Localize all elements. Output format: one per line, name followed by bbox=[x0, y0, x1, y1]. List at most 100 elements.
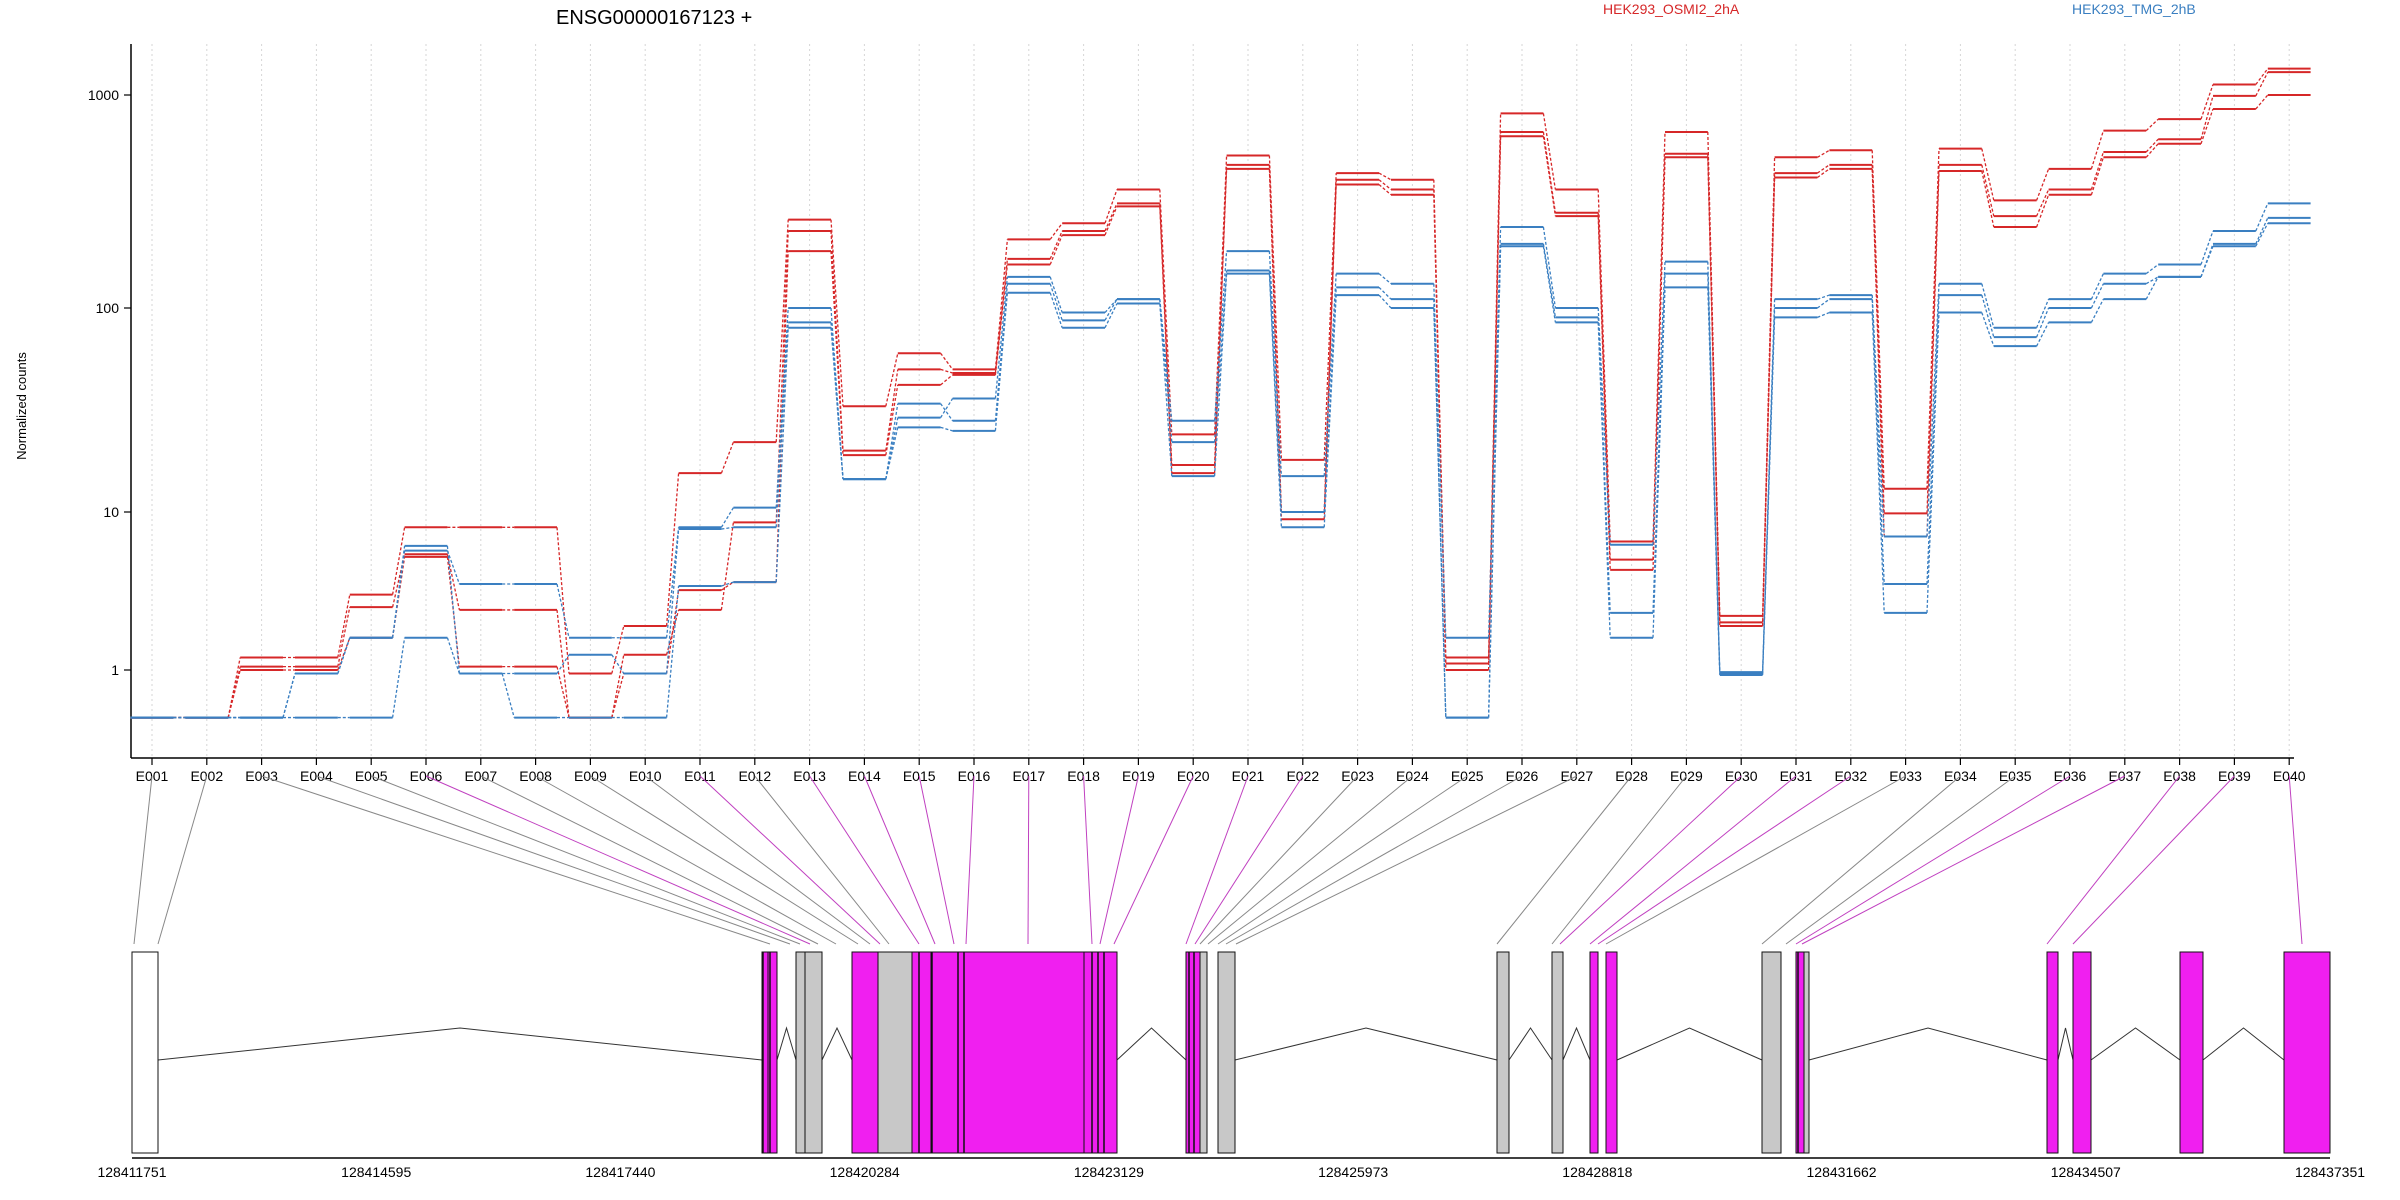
series-0-risers bbox=[173, 68, 2269, 719]
coordinate-label: 128414595 bbox=[341, 1164, 411, 1180]
exon-block bbox=[1605, 951, 1618, 1154]
x-tick-label: E025 bbox=[1451, 768, 1484, 784]
x-tick-label: E016 bbox=[958, 768, 991, 784]
exon-block bbox=[1199, 951, 1208, 1154]
exon-connector bbox=[644, 775, 871, 945]
x-tick-label: E022 bbox=[1286, 768, 1319, 784]
exon-block bbox=[1795, 951, 1805, 1154]
exon-connector bbox=[480, 775, 819, 945]
exon-block bbox=[1496, 951, 1510, 1154]
coordinate-label: 128417440 bbox=[585, 1164, 655, 1180]
coordinate-label: 128431662 bbox=[1807, 1164, 1877, 1180]
gridlines bbox=[151, 44, 2290, 758]
intron bbox=[1508, 1027, 1553, 1061]
series-0 bbox=[130, 67, 2311, 719]
gene-model: 128411751 128414595 128417440 128420284 1284… bbox=[97, 951, 2365, 1180]
exon-connector bbox=[1761, 775, 1961, 945]
coordinate-label: 128411751 bbox=[97, 1164, 166, 1180]
series-3 bbox=[130, 202, 2311, 719]
exon-connector bbox=[371, 775, 801, 945]
exon-block bbox=[767, 951, 778, 1154]
intron bbox=[1562, 1026, 1591, 1061]
series-2-risers bbox=[173, 94, 2269, 719]
exon-connector bbox=[2288, 775, 2303, 945]
x-tick-label: E020 bbox=[1177, 768, 1210, 784]
exon-connector bbox=[863, 775, 936, 945]
series-lines bbox=[130, 67, 2311, 719]
exon-connector bbox=[2072, 775, 2235, 945]
x-tick-label: E030 bbox=[1725, 768, 1758, 784]
x-tick-label: E032 bbox=[1834, 768, 1867, 784]
chart-title: ENSG00000167123 + bbox=[556, 7, 752, 29]
intron bbox=[2090, 1027, 2181, 1061]
exon-connector bbox=[1801, 775, 2126, 945]
exon-connector bbox=[1235, 775, 1578, 945]
intron bbox=[821, 1026, 853, 1061]
exon-connector bbox=[1785, 775, 2016, 945]
exon-block bbox=[930, 951, 1085, 1154]
exon-connector bbox=[1559, 775, 1742, 945]
exon-connector bbox=[535, 775, 837, 945]
exon-connector bbox=[918, 775, 955, 945]
x-tick-label: E034 bbox=[1944, 768, 1977, 784]
intron bbox=[776, 1026, 797, 1061]
series-2 bbox=[130, 94, 2311, 719]
exon-block bbox=[1083, 951, 1118, 1154]
exon-block bbox=[2283, 951, 2331, 1154]
exon-block bbox=[877, 951, 913, 1154]
coordinate-label: 128423129 bbox=[1074, 1164, 1144, 1180]
exon-connector bbox=[2046, 775, 2180, 945]
x-tick-label: E039 bbox=[2218, 768, 2251, 784]
exon-block bbox=[851, 951, 879, 1154]
exon-block bbox=[1551, 951, 1564, 1154]
x-tick-label: E023 bbox=[1341, 768, 1374, 784]
series-1-risers bbox=[173, 71, 2269, 719]
x-tick-label: E038 bbox=[2163, 768, 2196, 784]
intron bbox=[2202, 1027, 2285, 1061]
exon-connector bbox=[1551, 775, 1687, 945]
exon-connector bbox=[261, 775, 771, 945]
exon-connector bbox=[133, 775, 153, 945]
coordinate-label: 128420284 bbox=[830, 1164, 900, 1180]
y-tick-label: 1000 bbox=[88, 87, 119, 103]
exon-block bbox=[2046, 951, 2059, 1154]
x-tick-label: E021 bbox=[1232, 768, 1265, 784]
exon-connector bbox=[1217, 775, 1468, 945]
coordinate-label: 128434507 bbox=[2051, 1164, 2121, 1180]
intron bbox=[1616, 1027, 1763, 1061]
exon-connector bbox=[1795, 775, 2071, 945]
intron bbox=[2057, 1027, 2074, 1061]
exon-connector bbox=[754, 775, 890, 945]
x-tick-label: E035 bbox=[1999, 768, 2032, 784]
y-tick-label: 1 bbox=[111, 662, 119, 678]
legend-label-0: HEK293_OSMI2_2hA bbox=[1603, 1, 1740, 17]
coordinate-label: 128425973 bbox=[1318, 1164, 1388, 1180]
exon-block bbox=[1803, 951, 1810, 1154]
y-axis-label: Normalized counts bbox=[14, 352, 29, 460]
exon-connector bbox=[590, 775, 859, 945]
exon-connector bbox=[1113, 775, 1194, 945]
exon-connector bbox=[1225, 775, 1523, 945]
x-tick-label: E033 bbox=[1889, 768, 1922, 784]
exon-block bbox=[911, 951, 932, 1154]
exon-connector bbox=[425, 775, 811, 945]
exon-block bbox=[1589, 951, 1599, 1154]
exon-connector bbox=[1589, 775, 1797, 945]
exon-connector bbox=[1083, 775, 1093, 945]
y-tick-label: 10 bbox=[103, 504, 119, 520]
x-tick-label: E017 bbox=[1012, 768, 1045, 784]
exon-block bbox=[2179, 951, 2204, 1154]
series-5 bbox=[130, 222, 2311, 719]
exon-connector bbox=[1597, 775, 1852, 945]
exon-connector bbox=[1185, 775, 1249, 945]
x-tick-label: E028 bbox=[1615, 768, 1648, 784]
x-tick-label: E029 bbox=[1670, 768, 1703, 784]
intron bbox=[157, 1027, 763, 1061]
legend-label-1: HEK293_TMG_2hB bbox=[2072, 1, 2196, 17]
exon-block bbox=[131, 951, 159, 1154]
intron bbox=[1808, 1027, 2048, 1061]
exon-connector bbox=[1207, 775, 1413, 945]
exon-connector bbox=[699, 775, 881, 945]
